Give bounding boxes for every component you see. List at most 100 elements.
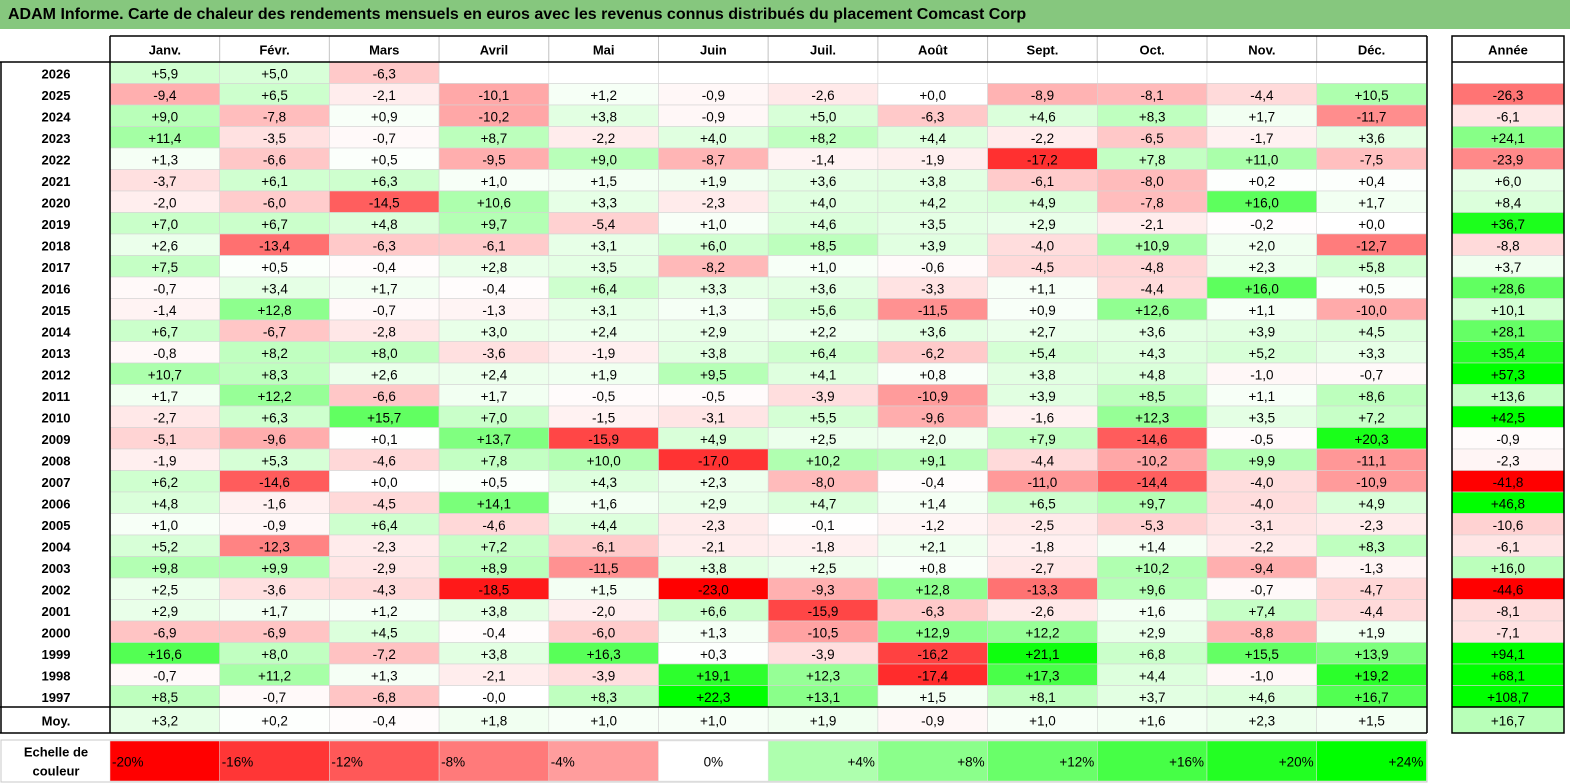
scale-label-line1: Echelle de bbox=[24, 745, 88, 760]
cell-value: -0,1 bbox=[811, 518, 834, 533]
cell-value: -4,5 bbox=[1031, 260, 1054, 275]
cell-value: -1,8 bbox=[811, 539, 834, 554]
cell-value: +3,8 bbox=[700, 561, 727, 576]
cell-value: +6,5 bbox=[261, 88, 288, 103]
annual-value: -10,6 bbox=[1493, 518, 1524, 533]
cell-value: +10,5 bbox=[1354, 88, 1388, 103]
scale-swatch bbox=[548, 740, 659, 782]
cell-value: +0,5 bbox=[371, 152, 398, 167]
cell-value: +2,9 bbox=[700, 496, 727, 511]
cell-value: +3,8 bbox=[481, 604, 508, 619]
year-label: 2023 bbox=[42, 131, 71, 146]
year-label: 2015 bbox=[42, 303, 71, 318]
cell-value: +1,7 bbox=[371, 281, 398, 296]
annual-value: +3,7 bbox=[1495, 260, 1522, 275]
cell-value: +13,9 bbox=[1354, 647, 1388, 662]
cell-value: -10,0 bbox=[1356, 303, 1387, 318]
cell-value: -6,7 bbox=[263, 324, 286, 339]
cell-value: -7,8 bbox=[1141, 195, 1164, 210]
cell-value: +9,5 bbox=[700, 367, 727, 382]
cell-value: -1,8 bbox=[1031, 539, 1054, 554]
cell-value: -3,6 bbox=[482, 346, 505, 361]
cell-value: +7,0 bbox=[481, 410, 508, 425]
year-label: 1997 bbox=[42, 690, 71, 705]
scale-swatch bbox=[877, 740, 988, 782]
annual-value: +46,8 bbox=[1491, 496, 1525, 511]
cell-value: +7,9 bbox=[1029, 432, 1056, 447]
cell-value: +1,7 bbox=[1358, 195, 1385, 210]
cell-value: +2,3 bbox=[700, 475, 727, 490]
heatmap-cell bbox=[658, 61, 769, 84]
cell-value: -0,7 bbox=[373, 131, 396, 146]
cell-value: +3,8 bbox=[1029, 367, 1056, 382]
cell-value: -1,6 bbox=[1031, 410, 1054, 425]
cell-value: +3,6 bbox=[810, 174, 837, 189]
cell-value: -9,4 bbox=[1250, 561, 1274, 576]
cell-value: +1,7 bbox=[261, 604, 288, 619]
cell-value: +8,9 bbox=[481, 561, 508, 576]
month-header-11: Déc. bbox=[1358, 43, 1385, 58]
cell-value: -0,7 bbox=[373, 303, 396, 318]
cell-value: -15,9 bbox=[808, 604, 839, 619]
cell-value: -1,3 bbox=[482, 303, 505, 318]
cell-value: +7,0 bbox=[152, 217, 179, 232]
heatmap-cell bbox=[548, 61, 659, 84]
cell-value: +7,4 bbox=[1249, 604, 1276, 619]
cell-value: -0,8 bbox=[153, 346, 176, 361]
scale-label: -8% bbox=[441, 755, 465, 770]
cell-value: +8,3 bbox=[261, 367, 288, 382]
scale-swatch bbox=[1206, 740, 1317, 782]
cell-value: +12,8 bbox=[916, 582, 950, 597]
average-label: Moy. bbox=[42, 714, 71, 729]
cell-value: -0,5 bbox=[702, 389, 725, 404]
average-value: -0,4 bbox=[373, 714, 397, 729]
annual-value: -26,3 bbox=[1493, 88, 1524, 103]
cell-value: +1,1 bbox=[1249, 389, 1276, 404]
cell-value: -4,6 bbox=[373, 453, 396, 468]
cell-value: +8,1 bbox=[1029, 690, 1056, 705]
average-value: +2,3 bbox=[1249, 714, 1276, 729]
cell-value: -9,5 bbox=[482, 152, 505, 167]
cell-value: +8,5 bbox=[152, 690, 179, 705]
cell-value: +4,8 bbox=[152, 496, 179, 511]
month-header-1: Févr. bbox=[259, 43, 289, 58]
cell-value: +1,3 bbox=[152, 152, 179, 167]
cell-value: +0,8 bbox=[919, 561, 946, 576]
cell-value: +1,1 bbox=[1029, 281, 1056, 296]
cell-value: +2,8 bbox=[481, 260, 508, 275]
scale-label: +16% bbox=[1169, 755, 1204, 770]
cell-value: -10,5 bbox=[808, 625, 839, 640]
cell-value: -6,1 bbox=[1031, 174, 1054, 189]
cell-value: -1,5 bbox=[592, 410, 615, 425]
cell-value: +3,1 bbox=[590, 303, 617, 318]
cell-value: -4,4 bbox=[1031, 453, 1055, 468]
cell-value: +16,0 bbox=[1245, 281, 1279, 296]
annual-value: -8,8 bbox=[1496, 238, 1519, 253]
cell-value: -14,6 bbox=[259, 475, 290, 490]
cell-value: +1,7 bbox=[152, 389, 179, 404]
cell-value: +8,2 bbox=[261, 346, 288, 361]
cell-value: -5,4 bbox=[592, 217, 616, 232]
annual-value: +6,0 bbox=[1495, 174, 1522, 189]
cell-value: -17,2 bbox=[1027, 152, 1058, 167]
cell-value: +6,5 bbox=[1029, 496, 1056, 511]
cell-value: +16,0 bbox=[1245, 195, 1279, 210]
annual-value: +68,1 bbox=[1491, 668, 1525, 683]
cell-value: -3,9 bbox=[592, 668, 615, 683]
cell-value: +11,0 bbox=[1245, 152, 1278, 167]
heatmap-cell bbox=[1206, 61, 1317, 84]
average-value: +1,5 bbox=[1358, 714, 1385, 729]
cell-value: +6,7 bbox=[152, 324, 179, 339]
cell-value: -3,6 bbox=[263, 582, 286, 597]
cell-value: +4,3 bbox=[590, 475, 617, 490]
cell-value: -0,4 bbox=[482, 625, 506, 640]
average-cell bbox=[1206, 706, 1317, 734]
scale-swatch bbox=[1097, 740, 1208, 782]
cell-value: +5,4 bbox=[1029, 346, 1056, 361]
cell-value: +2,9 bbox=[152, 604, 179, 619]
cell-value: +2,5 bbox=[810, 561, 837, 576]
average-value: +1,6 bbox=[1139, 714, 1166, 729]
cell-value: -10,9 bbox=[1356, 475, 1387, 490]
cell-value: +5,2 bbox=[152, 539, 179, 554]
cell-value: +1,3 bbox=[700, 625, 727, 640]
